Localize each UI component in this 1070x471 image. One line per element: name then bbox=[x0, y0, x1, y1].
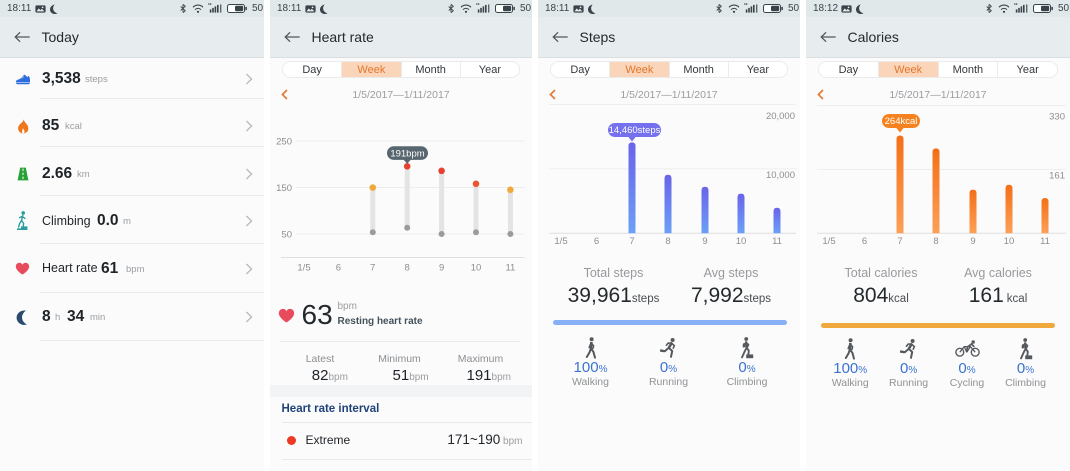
svg-text:7: 7 bbox=[370, 263, 375, 274]
svg-text:150: 150 bbox=[276, 183, 292, 194]
svg-text:7: 7 bbox=[897, 236, 902, 247]
svg-text:11: 11 bbox=[772, 236, 782, 247]
svg-text:8: 8 bbox=[933, 236, 938, 247]
svg-text:6: 6 bbox=[336, 263, 341, 274]
svg-text:6: 6 bbox=[594, 236, 599, 247]
svg-text:10: 10 bbox=[1004, 236, 1015, 247]
svg-text:330: 330 bbox=[1049, 112, 1065, 123]
svg-text:191bpm: 191bpm bbox=[390, 149, 424, 160]
svg-text:9: 9 bbox=[439, 263, 444, 274]
svg-text:1/5: 1/5 bbox=[822, 236, 835, 247]
svg-text:11: 11 bbox=[505, 263, 515, 274]
svg-text:1/5: 1/5 bbox=[297, 263, 310, 274]
svg-text:1/5: 1/5 bbox=[554, 236, 567, 247]
svg-text:11: 11 bbox=[1040, 236, 1050, 247]
svg-text:161: 161 bbox=[1049, 171, 1065, 182]
svg-text:20,000: 20,000 bbox=[766, 111, 795, 122]
svg-text:9: 9 bbox=[702, 236, 707, 247]
svg-text:50: 50 bbox=[281, 230, 292, 241]
svg-text:250: 250 bbox=[276, 137, 292, 148]
svg-text:7: 7 bbox=[629, 236, 634, 247]
svg-text:8: 8 bbox=[405, 263, 410, 274]
svg-text:9: 9 bbox=[970, 236, 975, 247]
svg-text:264kcal: 264kcal bbox=[885, 116, 918, 127]
svg-text:10: 10 bbox=[471, 263, 482, 274]
svg-text:10,000: 10,000 bbox=[766, 170, 795, 181]
svg-text:14,460steps: 14,460steps bbox=[609, 125, 661, 136]
svg-text:6: 6 bbox=[862, 236, 867, 247]
svg-text:8: 8 bbox=[665, 236, 670, 247]
svg-text:10: 10 bbox=[736, 236, 747, 247]
